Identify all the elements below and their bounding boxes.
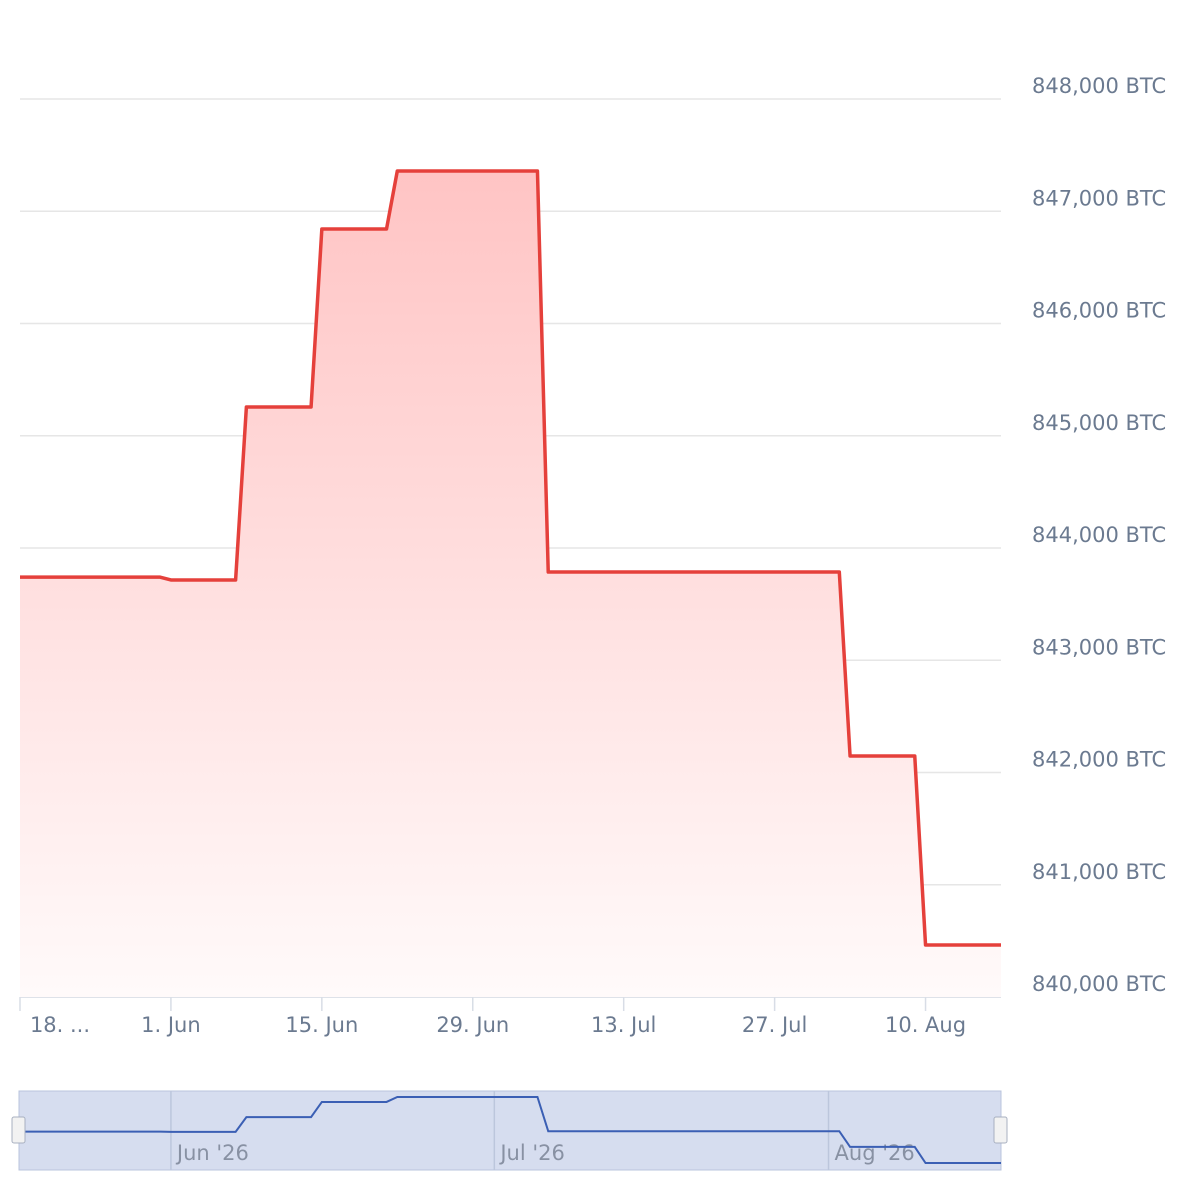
x-tick-label: 29. Jun xyxy=(436,1013,509,1037)
area-fill xyxy=(20,170,1001,997)
y-tick-label: 848,000 BTC xyxy=(1032,74,1166,98)
y-tick-label: 843,000 BTC xyxy=(1032,635,1166,659)
y-tick-label: 841,000 BTC xyxy=(1032,860,1166,884)
navigator-handle-right[interactable] xyxy=(993,1116,1008,1144)
y-tick-label: 840,000 BTC xyxy=(1032,972,1166,996)
navigator-line xyxy=(20,1096,1001,1164)
area-line xyxy=(20,169,1001,947)
x-tick-label: 10. Aug xyxy=(885,1013,966,1037)
y-tick-label: 844,000 BTC xyxy=(1032,523,1166,547)
x-tick-label: 13. Jul xyxy=(591,1013,656,1037)
x-tick-label: 15. Jun xyxy=(285,1013,358,1037)
navigator-tick-label: Jul '26 xyxy=(498,1141,565,1165)
navigator-handle-left[interactable] xyxy=(11,1116,26,1144)
navigator-tick-label: Jun '26 xyxy=(175,1141,249,1165)
y-tick-label: 845,000 BTC xyxy=(1032,411,1166,435)
navigator-tick-label: Aug '26 xyxy=(835,1141,915,1165)
x-tick-label: 18. ... xyxy=(30,1013,90,1037)
x-tick-label: 1. Jun xyxy=(141,1013,201,1037)
x-tick-label: 27. Jul xyxy=(742,1013,807,1037)
y-tick-label: 846,000 BTC xyxy=(1032,299,1166,323)
y-tick-label: 847,000 BTC xyxy=(1032,186,1166,210)
y-tick-label: 842,000 BTC xyxy=(1032,748,1166,772)
